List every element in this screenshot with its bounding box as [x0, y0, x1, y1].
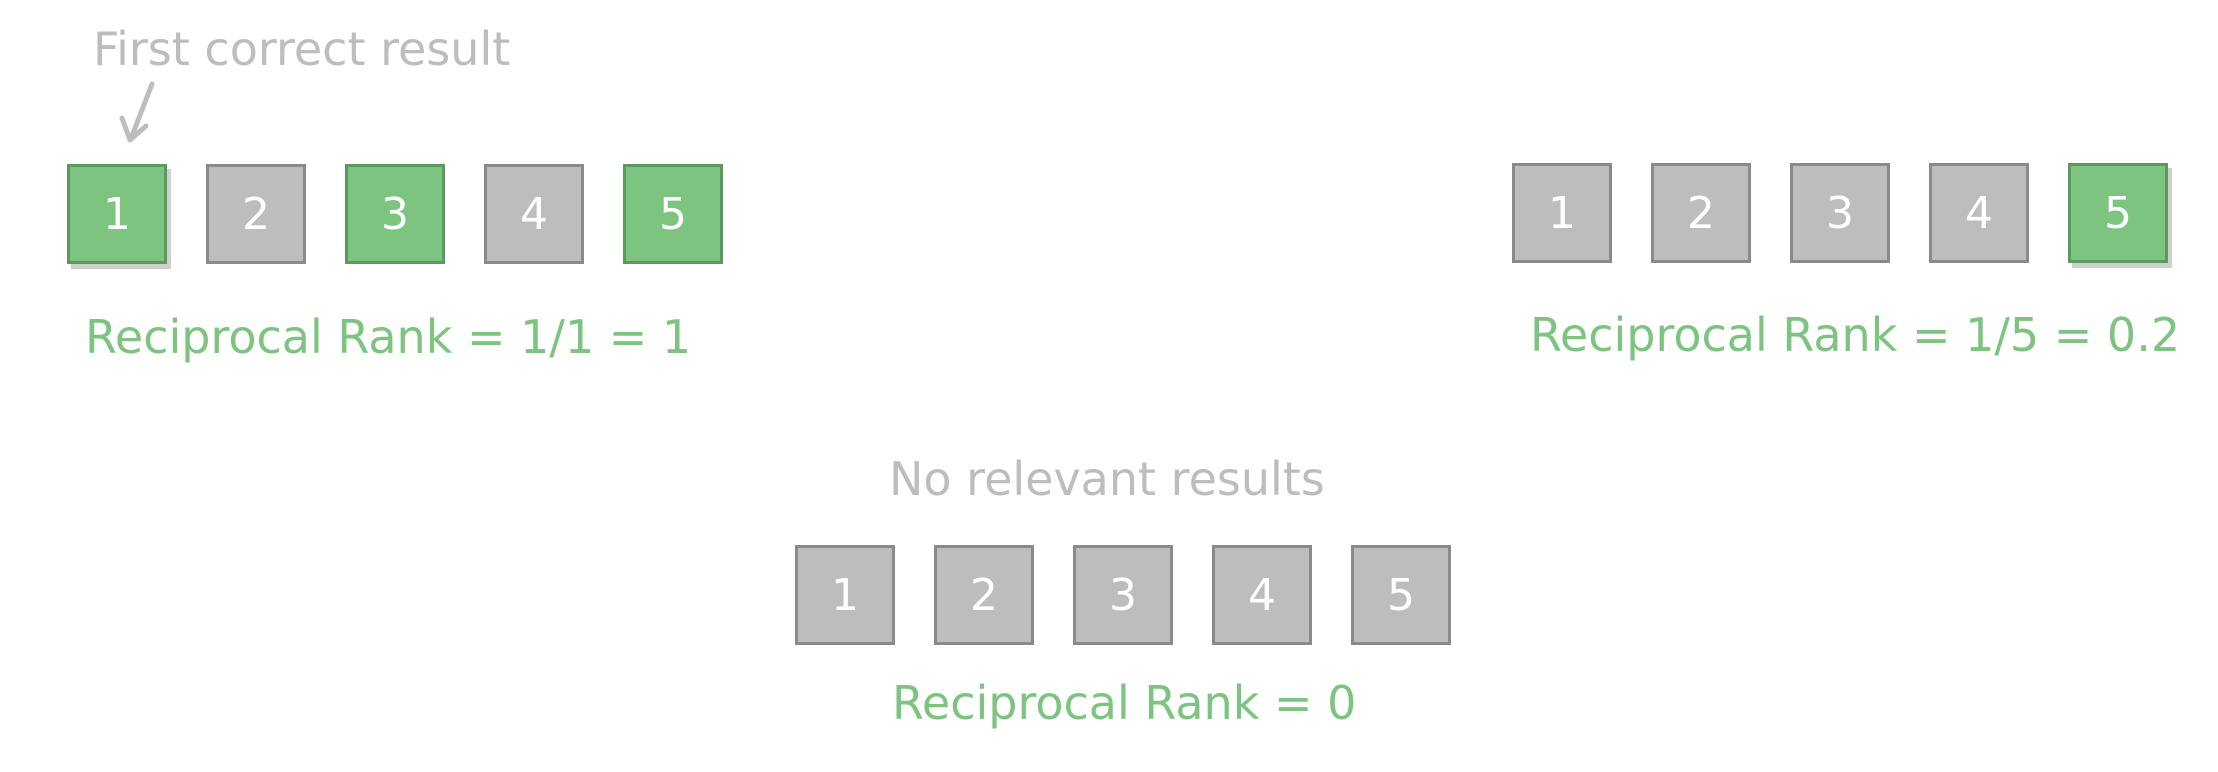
result-list: 1 2 3 4 5: [67, 164, 723, 264]
result-box: 5: [623, 164, 723, 264]
result-box: 1: [67, 164, 167, 264]
reciprocal-rank-label: Reciprocal Rank = 0: [892, 676, 1357, 730]
result-box: 5: [2068, 163, 2168, 263]
result-box: 1: [1512, 163, 1612, 263]
result-box: 3: [1073, 545, 1173, 645]
result-box: 5: [1351, 545, 1451, 645]
result-box: 2: [934, 545, 1034, 645]
result-box: 4: [484, 164, 584, 264]
example-last-correct: 1 2 3 4 5 Reciprocal Rank = 1/5 = 0.2: [1480, 0, 2218, 380]
reciprocal-rank-label: Reciprocal Rank = 1/5 = 0.2: [1530, 308, 2181, 362]
result-box: 4: [1929, 163, 2029, 263]
pointer-arrow-icon: [119, 81, 155, 143]
result-box: 1: [795, 545, 895, 645]
result-box: 3: [1790, 163, 1890, 263]
result-list: 1 2 3 4 5: [795, 545, 1451, 645]
example-first-correct: First correct result 1 2 3 4 5 Reciproca…: [0, 0, 800, 380]
result-box: 3: [345, 164, 445, 264]
example-no-relevant: No relevant results 1 2 3 4 5 Reciprocal…: [700, 420, 1500, 772]
result-box: 2: [206, 164, 306, 264]
reciprocal-rank-label: Reciprocal Rank = 1/1 = 1: [85, 310, 692, 364]
no-relevant-caption: No relevant results: [889, 452, 1325, 506]
first-correct-caption: First correct result: [93, 22, 511, 76]
result-box: 4: [1212, 545, 1312, 645]
result-list: 1 2 3 4 5: [1512, 163, 2168, 263]
result-box: 2: [1651, 163, 1751, 263]
